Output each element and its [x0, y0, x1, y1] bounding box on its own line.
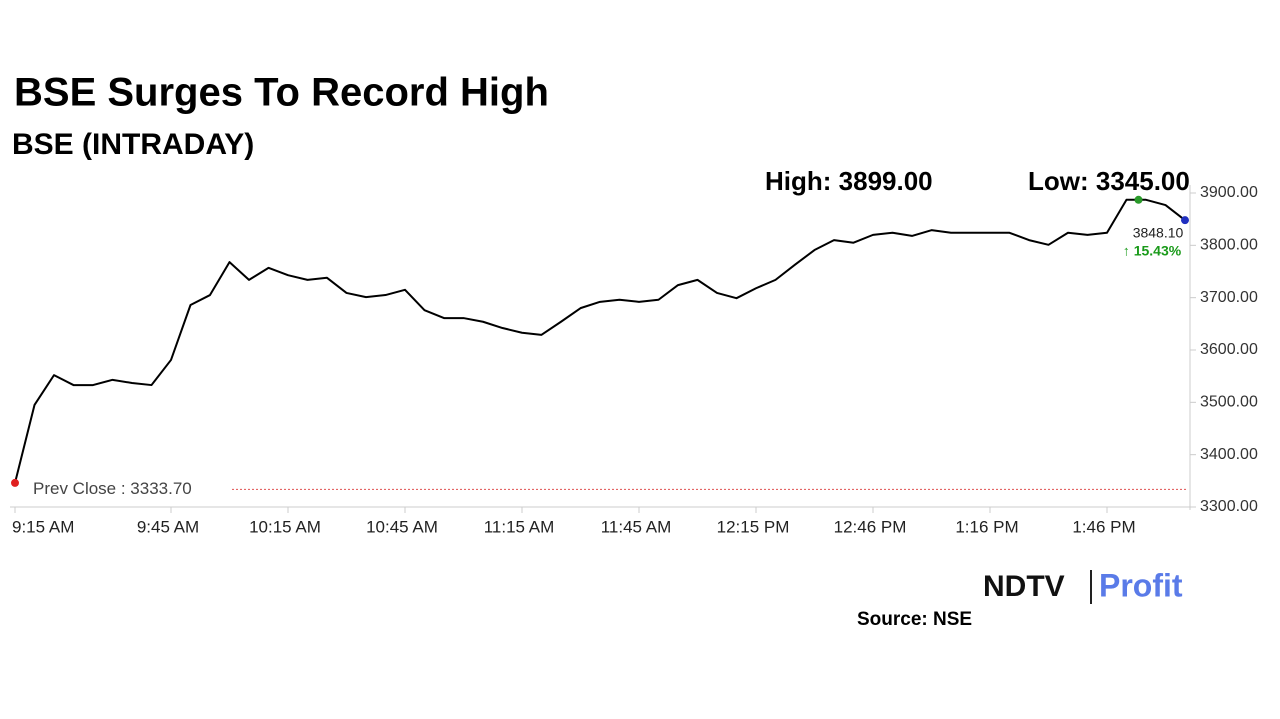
x-tick-label: 10:15 AM: [249, 517, 321, 536]
logo-ndtv: NDTV: [983, 570, 1065, 603]
y-tick-label: 3400.00: [1200, 446, 1258, 463]
start-dot: [11, 478, 19, 487]
change-label: ↑ 15.43%: [1123, 243, 1182, 259]
x-tick-label: 9:15 AM: [12, 517, 74, 536]
x-tick-label: 12:46 PM: [834, 517, 907, 536]
x-tick-label: 9:45 AM: [137, 517, 199, 536]
x-tick-label: 1:16 PM: [955, 517, 1018, 536]
high-dot: [1134, 195, 1143, 204]
y-tick-label: 3900.00: [1200, 184, 1258, 201]
x-tick-label: 11:15 AM: [484, 517, 555, 536]
chart-subtitle: BSE (INTRADAY): [12, 128, 254, 161]
y-tick-label: 3700.00: [1200, 289, 1258, 306]
x-tick-label: 11:45 AM: [601, 517, 672, 536]
x-tick-label: 10:45 AM: [366, 517, 438, 536]
x-tick-label: 12:15 PM: [717, 517, 790, 536]
price-line: [14, 198, 1186, 484]
y-tick-label: 3500.00: [1200, 394, 1258, 411]
last-dot: [1181, 216, 1189, 225]
low-label: Low: 3345.00: [1028, 166, 1190, 196]
last-price-label: 3848.10: [1133, 225, 1184, 241]
x-tick-label: 1:46 PM: [1072, 517, 1135, 536]
chart-title: BSE Surges To Record High: [14, 71, 549, 115]
y-tick-label: 3800.00: [1200, 237, 1258, 254]
prev-close-label: Prev Close : 3333.70: [33, 479, 192, 498]
source: Source: NSE: [857, 609, 972, 630]
logo-profit: Profit: [1099, 567, 1183, 603]
high-label: High: 3899.00: [765, 166, 933, 196]
y-tick-label: 3300.00: [1200, 498, 1258, 515]
y-tick-label: 3600.00: [1200, 341, 1258, 358]
